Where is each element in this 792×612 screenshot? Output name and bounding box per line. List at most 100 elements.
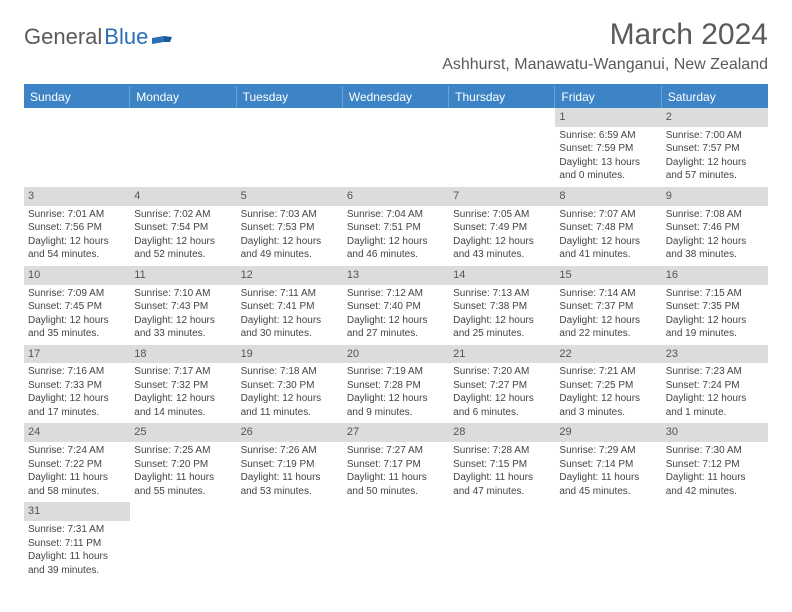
day-cell: 27Sunrise: 7:27 AMSunset: 7:17 PMDayligh… (343, 423, 449, 502)
week-row: 1Sunrise: 6:59 AMSunset: 7:59 PMDaylight… (24, 108, 768, 187)
sunrise-text: Sunrise: 7:28 AM (453, 444, 551, 458)
weeks-container: 1Sunrise: 6:59 AMSunset: 7:59 PMDaylight… (24, 108, 768, 581)
day-cell (662, 502, 768, 581)
sunset-text: Sunset: 7:30 PM (241, 379, 339, 393)
weekday-header: Thursday (449, 86, 555, 108)
day-cell: 15Sunrise: 7:14 AMSunset: 7:37 PMDayligh… (555, 266, 661, 345)
day-body: Sunrise: 7:02 AMSunset: 7:54 PMDaylight:… (130, 206, 236, 266)
day-body: Sunrise: 7:21 AMSunset: 7:25 PMDaylight:… (555, 363, 661, 423)
sunset-text: Sunset: 7:11 PM (28, 537, 126, 551)
weekday-header: Friday (555, 86, 661, 108)
day-cell: 21Sunrise: 7:20 AMSunset: 7:27 PMDayligh… (449, 345, 555, 424)
day-number: 13 (343, 266, 449, 285)
sunrise-text: Sunrise: 7:15 AM (666, 287, 764, 301)
day-cell (130, 502, 236, 581)
week-row: 24Sunrise: 7:24 AMSunset: 7:22 PMDayligh… (24, 423, 768, 502)
daylight-text: Daylight: 12 hours and 35 minutes. (28, 314, 126, 341)
daylight-text: Daylight: 12 hours and 46 minutes. (347, 235, 445, 262)
day-cell: 28Sunrise: 7:28 AMSunset: 7:15 PMDayligh… (449, 423, 555, 502)
day-number: 2 (662, 108, 768, 127)
sunrise-text: Sunrise: 7:11 AM (241, 287, 339, 301)
day-cell (237, 108, 343, 187)
daylight-text: Daylight: 11 hours and 47 minutes. (453, 471, 551, 498)
day-cell (343, 502, 449, 581)
daylight-text: Daylight: 12 hours and 52 minutes. (134, 235, 232, 262)
day-body: Sunrise: 7:08 AMSunset: 7:46 PMDaylight:… (662, 206, 768, 266)
day-number: 6 (343, 187, 449, 206)
daylight-text: Daylight: 12 hours and 6 minutes. (453, 392, 551, 419)
sunset-text: Sunset: 7:35 PM (666, 300, 764, 314)
sunrise-text: Sunrise: 6:59 AM (559, 129, 657, 143)
day-body: Sunrise: 7:05 AMSunset: 7:49 PMDaylight:… (449, 206, 555, 266)
sunset-text: Sunset: 7:49 PM (453, 221, 551, 235)
week-row: 3Sunrise: 7:01 AMSunset: 7:56 PMDaylight… (24, 187, 768, 266)
sunrise-text: Sunrise: 7:18 AM (241, 365, 339, 379)
day-cell: 4Sunrise: 7:02 AMSunset: 7:54 PMDaylight… (130, 187, 236, 266)
day-number: 17 (24, 345, 130, 364)
sunrise-text: Sunrise: 7:04 AM (347, 208, 445, 222)
sunset-text: Sunset: 7:32 PM (134, 379, 232, 393)
day-cell: 5Sunrise: 7:03 AMSunset: 7:53 PMDaylight… (237, 187, 343, 266)
daylight-text: Daylight: 12 hours and 30 minutes. (241, 314, 339, 341)
day-cell: 9Sunrise: 7:08 AMSunset: 7:46 PMDaylight… (662, 187, 768, 266)
day-body: Sunrise: 7:03 AMSunset: 7:53 PMDaylight:… (237, 206, 343, 266)
week-row: 10Sunrise: 7:09 AMSunset: 7:45 PMDayligh… (24, 266, 768, 345)
day-body: Sunrise: 7:16 AMSunset: 7:33 PMDaylight:… (24, 363, 130, 423)
sunset-text: Sunset: 7:33 PM (28, 379, 126, 393)
sunrise-text: Sunrise: 7:03 AM (241, 208, 339, 222)
day-cell: 16Sunrise: 7:15 AMSunset: 7:35 PMDayligh… (662, 266, 768, 345)
page-header: GeneralBlue March 2024 Ashhurst, Manawat… (24, 18, 768, 74)
day-cell (130, 108, 236, 187)
day-number: 25 (130, 423, 236, 442)
daylight-text: Daylight: 12 hours and 22 minutes. (559, 314, 657, 341)
calendar-grid: Sunday Monday Tuesday Wednesday Thursday… (24, 84, 768, 581)
day-cell: 29Sunrise: 7:29 AMSunset: 7:14 PMDayligh… (555, 423, 661, 502)
day-body: Sunrise: 7:20 AMSunset: 7:27 PMDaylight:… (449, 363, 555, 423)
day-cell (237, 502, 343, 581)
sunset-text: Sunset: 7:40 PM (347, 300, 445, 314)
day-number: 28 (449, 423, 555, 442)
day-body: Sunrise: 7:07 AMSunset: 7:48 PMDaylight:… (555, 206, 661, 266)
day-number: 5 (237, 187, 343, 206)
day-number: 20 (343, 345, 449, 364)
daylight-text: Daylight: 11 hours and 39 minutes. (28, 550, 126, 577)
day-cell: 14Sunrise: 7:13 AMSunset: 7:38 PMDayligh… (449, 266, 555, 345)
daylight-text: Daylight: 12 hours and 33 minutes. (134, 314, 232, 341)
sunrise-text: Sunrise: 7:30 AM (666, 444, 764, 458)
sunset-text: Sunset: 7:25 PM (559, 379, 657, 393)
daylight-text: Daylight: 12 hours and 49 minutes. (241, 235, 339, 262)
day-number: 10 (24, 266, 130, 285)
sunrise-text: Sunrise: 7:12 AM (347, 287, 445, 301)
sunset-text: Sunset: 7:46 PM (666, 221, 764, 235)
day-number: 9 (662, 187, 768, 206)
day-body: Sunrise: 7:19 AMSunset: 7:28 PMDaylight:… (343, 363, 449, 423)
sunset-text: Sunset: 7:48 PM (559, 221, 657, 235)
sunset-text: Sunset: 7:37 PM (559, 300, 657, 314)
day-cell: 17Sunrise: 7:16 AMSunset: 7:33 PMDayligh… (24, 345, 130, 424)
day-number: 14 (449, 266, 555, 285)
day-body: Sunrise: 7:27 AMSunset: 7:17 PMDaylight:… (343, 442, 449, 502)
sunrise-text: Sunrise: 7:01 AM (28, 208, 126, 222)
day-cell: 31Sunrise: 7:31 AMSunset: 7:11 PMDayligh… (24, 502, 130, 581)
day-cell: 23Sunrise: 7:23 AMSunset: 7:24 PMDayligh… (662, 345, 768, 424)
day-cell: 6Sunrise: 7:04 AMSunset: 7:51 PMDaylight… (343, 187, 449, 266)
daylight-text: Daylight: 12 hours and 54 minutes. (28, 235, 126, 262)
day-body: Sunrise: 7:24 AMSunset: 7:22 PMDaylight:… (24, 442, 130, 502)
day-number: 23 (662, 345, 768, 364)
daylight-text: Daylight: 12 hours and 19 minutes. (666, 314, 764, 341)
sunrise-text: Sunrise: 7:20 AM (453, 365, 551, 379)
sunset-text: Sunset: 7:12 PM (666, 458, 764, 472)
weekday-header: Monday (130, 86, 236, 108)
brand-logo: GeneralBlue (24, 18, 172, 50)
day-body: Sunrise: 7:30 AMSunset: 7:12 PMDaylight:… (662, 442, 768, 502)
sunrise-text: Sunrise: 7:19 AM (347, 365, 445, 379)
day-number: 11 (130, 266, 236, 285)
day-cell: 10Sunrise: 7:09 AMSunset: 7:45 PMDayligh… (24, 266, 130, 345)
day-cell: 24Sunrise: 7:24 AMSunset: 7:22 PMDayligh… (24, 423, 130, 502)
sunset-text: Sunset: 7:41 PM (241, 300, 339, 314)
sunset-text: Sunset: 7:19 PM (241, 458, 339, 472)
day-body: Sunrise: 6:59 AMSunset: 7:59 PMDaylight:… (555, 127, 661, 187)
day-cell: 18Sunrise: 7:17 AMSunset: 7:32 PMDayligh… (130, 345, 236, 424)
day-number: 22 (555, 345, 661, 364)
sunset-text: Sunset: 7:53 PM (241, 221, 339, 235)
